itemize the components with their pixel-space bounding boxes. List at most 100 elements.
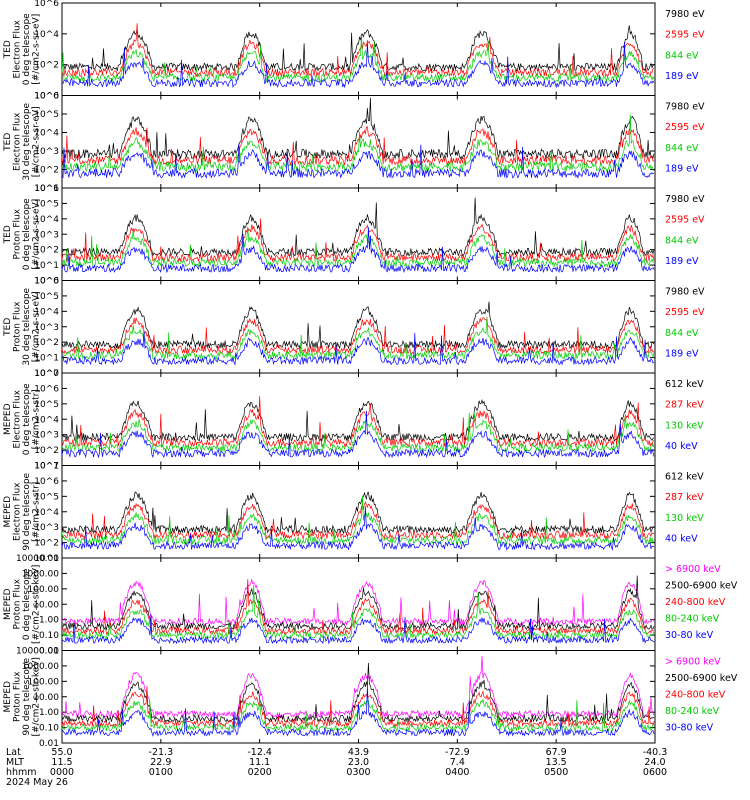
legend-entry: 612 keV — [665, 379, 704, 390]
x-tick-label: 22.9 — [150, 757, 171, 768]
y-tick-label: 1.00 — [39, 708, 59, 718]
x-tick-label: 0500 — [544, 767, 568, 778]
y-axis-label: [#/cm2-s-str] — [32, 482, 42, 542]
y-tick-label: 10^2 — [34, 539, 59, 549]
series-line — [61, 506, 655, 551]
y-tick-label: 100.00 — [28, 585, 60, 595]
legend-entry: 612 keV — [665, 472, 704, 483]
y-tick-label: 10^1 — [34, 261, 59, 271]
legend-entry: 2595 eV — [665, 307, 705, 318]
y-tick-label: 0.10 — [39, 631, 59, 641]
date-label: 2024 May 26 — [6, 777, 68, 788]
y-axis-label: 90 deg telescope — [22, 657, 32, 735]
legend-entry: > 6900 keV — [665, 657, 721, 668]
y-tick-label: 10^2 — [34, 166, 59, 176]
x-tick-label: -21.3 — [149, 747, 174, 758]
y-tick-label: 10^3 — [34, 147, 59, 157]
y-axis-label: TED — [3, 40, 13, 59]
legend-entry: 2595 eV — [665, 30, 705, 41]
series-line — [61, 579, 654, 636]
y-axis-label: 0 deg telescope — [22, 568, 32, 640]
legend-entry: 80-240 keV — [665, 706, 720, 717]
y-tick-label: 10^4 — [34, 129, 59, 139]
y-axis-label: 0 deg telescope — [22, 198, 32, 270]
series-line — [61, 34, 655, 83]
x-tick-label: 11.1 — [249, 757, 270, 768]
series-line — [61, 584, 655, 640]
y-axis-label: Proton Flux — [13, 671, 23, 722]
y-tick-label: 10^4 — [34, 307, 59, 317]
y-axis-label: Proton Flux — [13, 301, 23, 352]
y-tick-label: 10000.00 — [16, 554, 59, 564]
legend-entry: 844 eV — [665, 50, 699, 61]
y-tick-label: 10^3 — [34, 431, 59, 441]
x-tick-label: -40.3 — [643, 747, 668, 758]
legend-entry: 844 eV — [665, 328, 699, 339]
legend-entry: 7980 eV — [665, 9, 705, 20]
y-tick-label: 1000.00 — [22, 662, 59, 672]
y-tick-label: 10000.00 — [16, 647, 59, 657]
legend-entry: 189 eV — [665, 256, 699, 267]
x-tick-label: 43.9 — [348, 747, 369, 758]
panel-frame — [61, 95, 656, 189]
legend-entry: 80-240 keV — [665, 614, 720, 625]
legend-entry: 30-80 keV — [665, 630, 714, 641]
y-tick-label: 10^4 — [34, 508, 59, 518]
x-tick-label: 0100 — [149, 767, 173, 778]
y-axis-label: MEPED — [3, 588, 13, 620]
y-tick-label: 10^0 — [34, 277, 59, 287]
x-tick-label: 0600 — [643, 767, 667, 778]
x-tick-label: 13.5 — [546, 757, 567, 768]
y-tick-label: 10^5 — [34, 400, 59, 410]
y-axis-label: 90 deg telescope — [22, 472, 32, 550]
y-tick-label: 10^2 — [34, 338, 59, 348]
y-tick-label: 10^7 — [34, 369, 59, 379]
y-tick-label: 1000.00 — [22, 569, 59, 579]
y-axis-label: 0 deg telescope — [22, 13, 32, 85]
x-tick-label: 55.0 — [51, 747, 72, 758]
legend-entry: 844 eV — [665, 143, 699, 154]
series-line — [61, 301, 655, 350]
x-tick-label: 11.5 — [51, 757, 72, 768]
y-tick-label: 0.01 — [39, 739, 59, 749]
series-line — [61, 227, 655, 274]
legend-entry: 30-80 keV — [665, 723, 714, 734]
row-label: MLT — [6, 757, 24, 768]
y-tick-label: 10^7 — [34, 462, 59, 472]
y-axis-label: Proton Flux — [13, 578, 23, 629]
series-line — [61, 97, 655, 160]
y-axis-label: [#/cm2-s-str-keV] — [32, 565, 42, 644]
x-tick-label: 0200 — [248, 767, 272, 778]
panel-6: 10^1 10^2 10^3 10^4 10^5 10^6 10^7 MEPED Electro… — [3, 462, 704, 565]
y-axis-label: Electron Flux — [13, 389, 23, 448]
series-line — [61, 316, 655, 361]
y-axis-label: Electron Flux — [13, 19, 23, 78]
series-line — [61, 686, 655, 728]
y-tick-label: 10^5 — [34, 199, 59, 209]
y-axis-label: [#/cm2-s-sr-eV] — [32, 291, 42, 362]
y-tick-label: 10^2 — [34, 246, 59, 256]
series-line — [61, 578, 655, 626]
y-axis-label: [#/cm2-s-sr-eV] — [32, 14, 42, 85]
series-line — [61, 25, 655, 73]
y-tick-label: 10^6 — [34, 477, 59, 487]
series-line — [61, 396, 655, 448]
y-tick-label: 10^2 — [34, 446, 59, 456]
panel-4: 10^0 10^1 10^2 10^3 10^4 10^5 10^6 TED Proton Fl… — [3, 277, 705, 380]
series-line — [61, 23, 654, 78]
x-tick-label: -72.9 — [445, 747, 470, 758]
x-tick-label: 24.0 — [644, 757, 665, 768]
legend-entry: 2595 eV — [665, 122, 705, 133]
y-tick-label: 10^3 — [34, 230, 59, 240]
x-tick-label: 0400 — [445, 767, 469, 778]
x-tick-label: 23.0 — [348, 757, 369, 768]
series-line — [61, 662, 655, 723]
legend-entry: 2500-6900 keV — [665, 673, 738, 684]
y-tick-label: 10^4 — [34, 215, 59, 225]
x-tick-label: 0300 — [346, 767, 370, 778]
series-line — [61, 501, 655, 541]
y-tick-label: 10^0 — [34, 92, 59, 102]
legend-entry: 189 eV — [665, 71, 699, 82]
legend-entry: > 6900 keV — [665, 564, 721, 575]
